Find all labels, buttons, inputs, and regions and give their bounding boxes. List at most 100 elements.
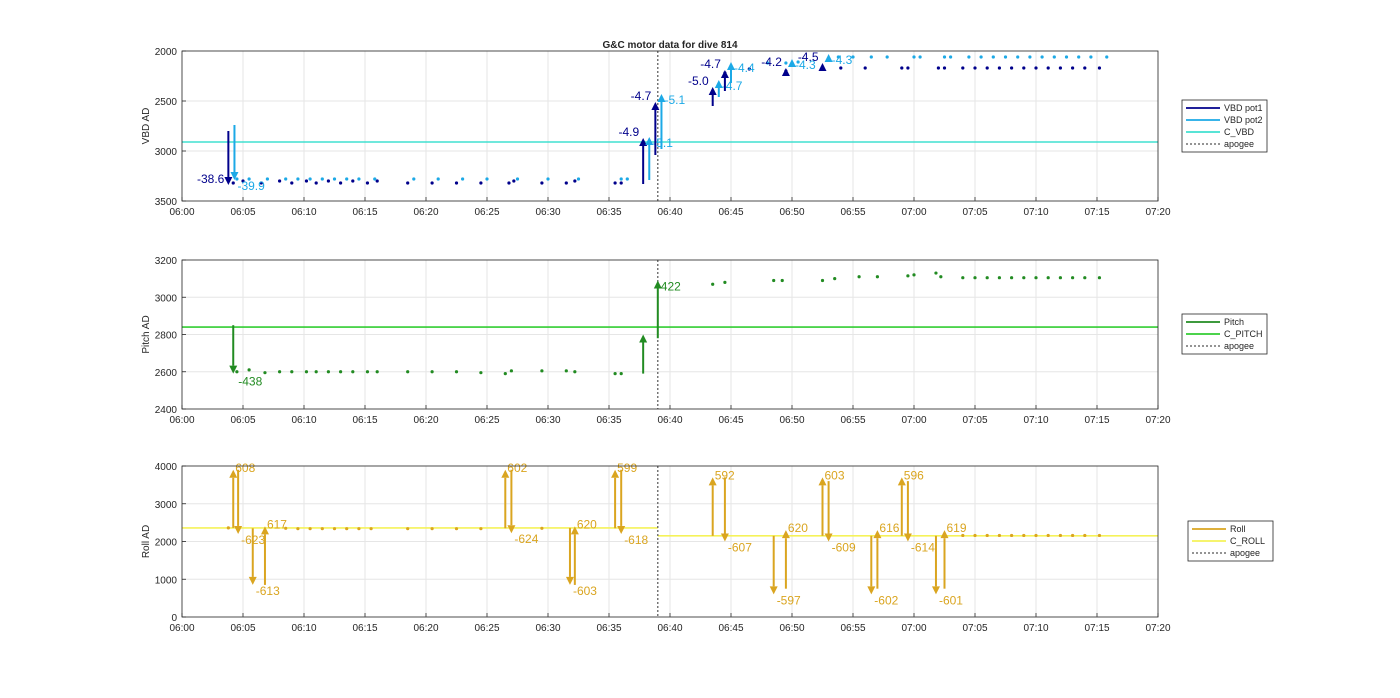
move-label: -603 xyxy=(573,584,597,598)
x-tick-label: 06:10 xyxy=(291,623,316,634)
legend-entry: C_ROLL xyxy=(1230,536,1265,546)
move-arrow-head xyxy=(818,63,827,71)
data-point xyxy=(1064,55,1069,59)
data-point xyxy=(1083,276,1087,280)
data-point xyxy=(278,179,282,183)
data-point xyxy=(304,370,309,374)
data-point xyxy=(820,278,825,283)
data-point xyxy=(1010,276,1014,280)
move-label: 422 xyxy=(661,279,681,293)
move-label: 617 xyxy=(267,517,287,531)
data-point xyxy=(997,533,1002,538)
x-tick-label: 06:55 xyxy=(840,623,865,634)
data-point xyxy=(934,271,938,275)
data-point xyxy=(512,179,516,183)
y-axis-label: VBD AD xyxy=(141,108,152,145)
data-point xyxy=(339,181,343,185)
data-point xyxy=(247,368,251,372)
move-label: -4.3 xyxy=(795,58,816,72)
x-tick-label: 06:40 xyxy=(657,207,682,218)
x-tick-label: 06:45 xyxy=(718,623,743,634)
data-point xyxy=(1016,55,1020,59)
data-point xyxy=(613,181,617,185)
legend-entry: apogee xyxy=(1224,341,1254,351)
data-point xyxy=(412,177,416,181)
data-point xyxy=(912,273,916,277)
data-point xyxy=(1022,533,1026,538)
data-point xyxy=(619,181,623,185)
x-tick-label: 07:15 xyxy=(1084,623,1109,634)
data-point xyxy=(939,275,943,279)
move-label: -4.2 xyxy=(761,55,782,69)
data-point xyxy=(979,55,983,59)
data-point xyxy=(1034,533,1038,538)
move-arrow-head xyxy=(651,102,660,110)
data-point xyxy=(985,66,989,70)
data-point xyxy=(231,181,235,185)
move-label: 620 xyxy=(577,517,597,531)
data-point xyxy=(1040,55,1044,59)
data-point xyxy=(540,369,544,373)
data-point xyxy=(573,370,577,374)
data-point xyxy=(1010,66,1014,70)
y-tick-label: 4000 xyxy=(155,462,178,473)
data-point xyxy=(296,527,300,531)
move-label: -607 xyxy=(728,541,752,555)
data-point xyxy=(1046,533,1050,538)
data-point xyxy=(1022,276,1026,280)
x-tick-label: 06:20 xyxy=(413,415,438,426)
data-point xyxy=(839,66,843,70)
x-tick-label: 06:15 xyxy=(352,415,377,426)
data-point xyxy=(1046,276,1050,280)
x-tick-label: 07:05 xyxy=(962,415,987,426)
data-point xyxy=(936,66,941,70)
x-tick-label: 06:10 xyxy=(291,415,316,426)
move-arrow-head xyxy=(818,477,827,486)
data-point xyxy=(564,181,568,185)
data-point xyxy=(290,370,294,374)
data-point xyxy=(1034,66,1038,70)
y-tick-label: 2000 xyxy=(155,47,178,58)
data-point xyxy=(836,55,840,59)
data-point xyxy=(332,527,337,531)
data-point xyxy=(540,181,544,185)
data-point xyxy=(540,526,544,530)
data-point xyxy=(991,55,995,59)
x-tick-label: 06:30 xyxy=(535,207,560,218)
data-point xyxy=(1083,533,1087,538)
move-label: -4.9 xyxy=(618,125,639,139)
move-arrow-head xyxy=(708,87,717,95)
data-point xyxy=(564,369,568,373)
x-tick-label: 07:15 xyxy=(1084,207,1109,218)
move-arrow-head xyxy=(714,80,723,88)
data-point xyxy=(1058,533,1062,538)
move-arrow-head xyxy=(940,530,949,539)
data-point xyxy=(1071,533,1075,538)
move-arrow-head xyxy=(617,525,626,534)
x-tick-label: 06:30 xyxy=(535,415,560,426)
x-tick-label: 07:10 xyxy=(1023,623,1048,634)
data-point xyxy=(1097,533,1102,538)
data-point xyxy=(1058,276,1062,280)
data-point xyxy=(479,527,483,531)
data-point xyxy=(885,55,889,59)
panels: 06:00 06:05 06:10 06:15 06:20 06:25 06:30 06:35… xyxy=(141,47,1274,634)
x-tick-label: 06:45 xyxy=(718,415,743,426)
move-label: -618 xyxy=(624,533,648,547)
data-point xyxy=(766,61,770,65)
data-point xyxy=(573,179,577,183)
data-point xyxy=(1010,533,1014,538)
data-point xyxy=(320,527,324,531)
legend-entry: C_VBD xyxy=(1224,127,1255,137)
x-tick-label: 06:00 xyxy=(169,415,194,426)
figure-title: G&C motor data for dive 814 xyxy=(602,40,737,51)
data-point xyxy=(515,177,520,181)
y-tick-label: 0 xyxy=(171,613,177,624)
chart-panel-2: 06:00 06:05 06:10 06:15 06:20 06:25 06:30 06:35… xyxy=(141,256,1268,426)
y-axis-label: Pitch AD xyxy=(141,315,152,353)
data-point xyxy=(711,282,715,286)
data-point xyxy=(1022,66,1026,70)
x-tick-label: 06:05 xyxy=(230,415,255,426)
move-arrow-head xyxy=(229,365,238,374)
